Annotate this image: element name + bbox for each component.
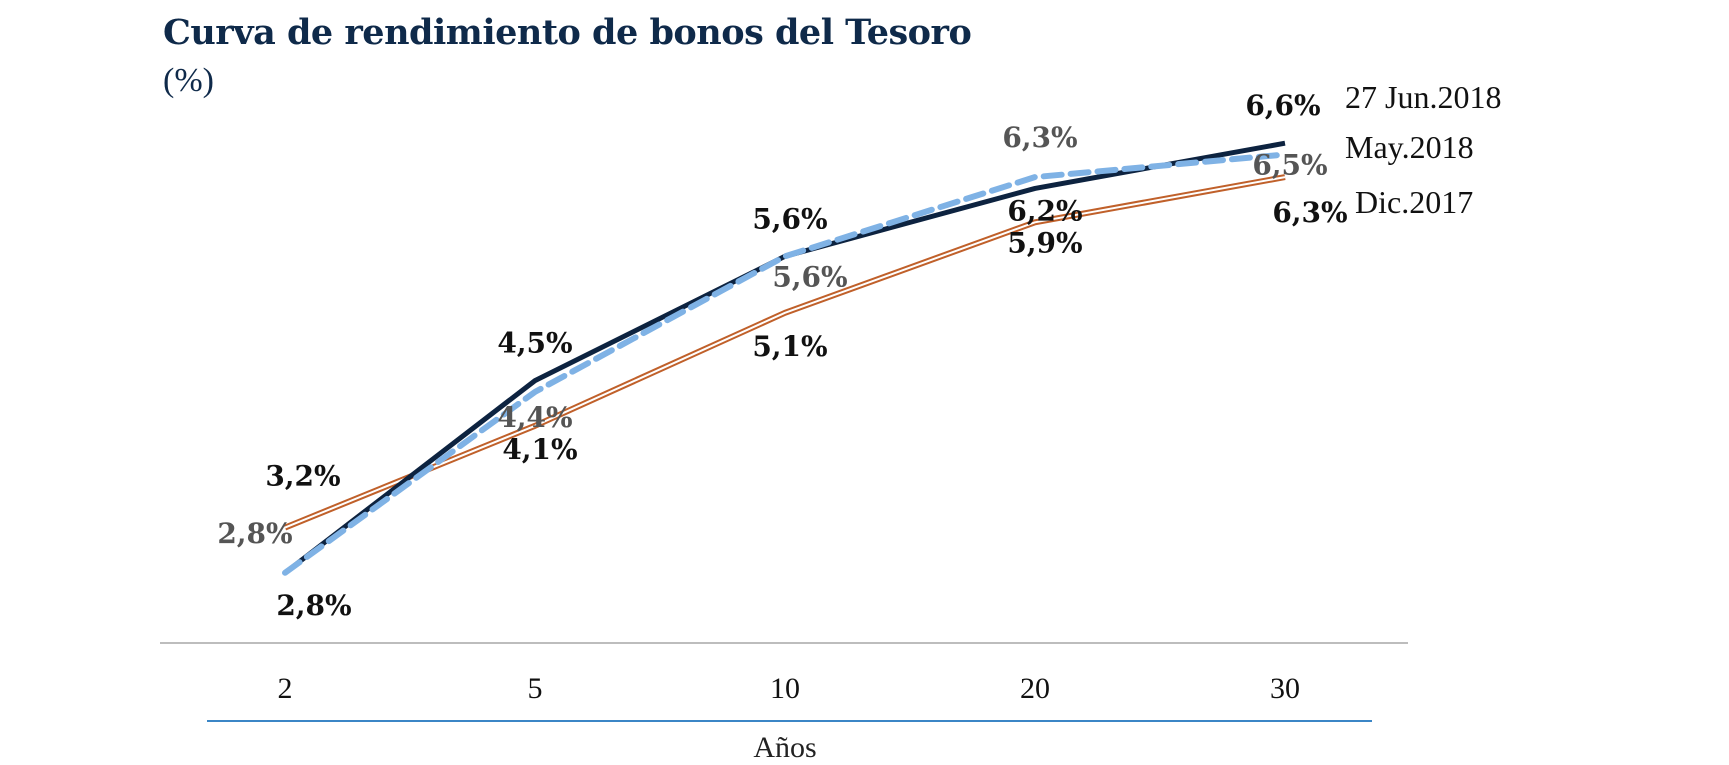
data-label: 4,4% xyxy=(497,401,572,434)
x-tick-label: 10 xyxy=(770,672,800,705)
data-label: 6,2% xyxy=(1007,194,1082,227)
x-tick-label: 5 xyxy=(528,672,543,705)
data-label: 6,3% xyxy=(1272,196,1347,229)
x-tick-label: 30 xyxy=(1270,672,1300,705)
series-line-dic-2017-inner xyxy=(284,176,1286,529)
data-label: 5,1% xyxy=(752,330,827,363)
data-label: 3,2% xyxy=(265,460,340,493)
data-label: 6,5% xyxy=(1252,149,1327,182)
legend-entry: May.2018 xyxy=(1345,129,1474,165)
data-label: 5,9% xyxy=(1007,226,1082,259)
data-label: 5,6% xyxy=(772,260,847,293)
series-lines xyxy=(282,140,1288,576)
chart-title: Curva de rendimiento de bonos del Tesoro xyxy=(163,12,972,53)
data-label: 5,6% xyxy=(752,202,827,235)
chart-subtitle: (%) xyxy=(163,62,214,99)
legend-entry: 27 Jun.2018 xyxy=(1345,79,1501,115)
series-line-may-2018 xyxy=(282,151,1288,576)
data-labels: 2,8% 4,5% 5,6% 6,2% 6,6% 2,8% 4,4% 5,6% 6,3% 6,5%… xyxy=(217,89,1347,622)
data-label: 6,3% xyxy=(1002,121,1077,154)
data-label: 4,1% xyxy=(502,433,577,466)
data-label: 2,8% xyxy=(276,589,351,622)
legend: 27 Jun.2018 May.2018 Dic.2017 xyxy=(1345,79,1501,220)
x-axis: 2 5 10 20 30 Años xyxy=(160,642,1408,764)
x-tick-label: 20 xyxy=(1020,672,1050,705)
data-label: 6,6% xyxy=(1245,89,1320,122)
x-axis-title: Años xyxy=(753,731,816,764)
data-label: 2,8% xyxy=(217,517,292,550)
x-tick-label: 2 xyxy=(278,672,293,705)
legend-entry: Dic.2017 xyxy=(1355,184,1473,220)
data-label: 4,5% xyxy=(497,327,572,360)
